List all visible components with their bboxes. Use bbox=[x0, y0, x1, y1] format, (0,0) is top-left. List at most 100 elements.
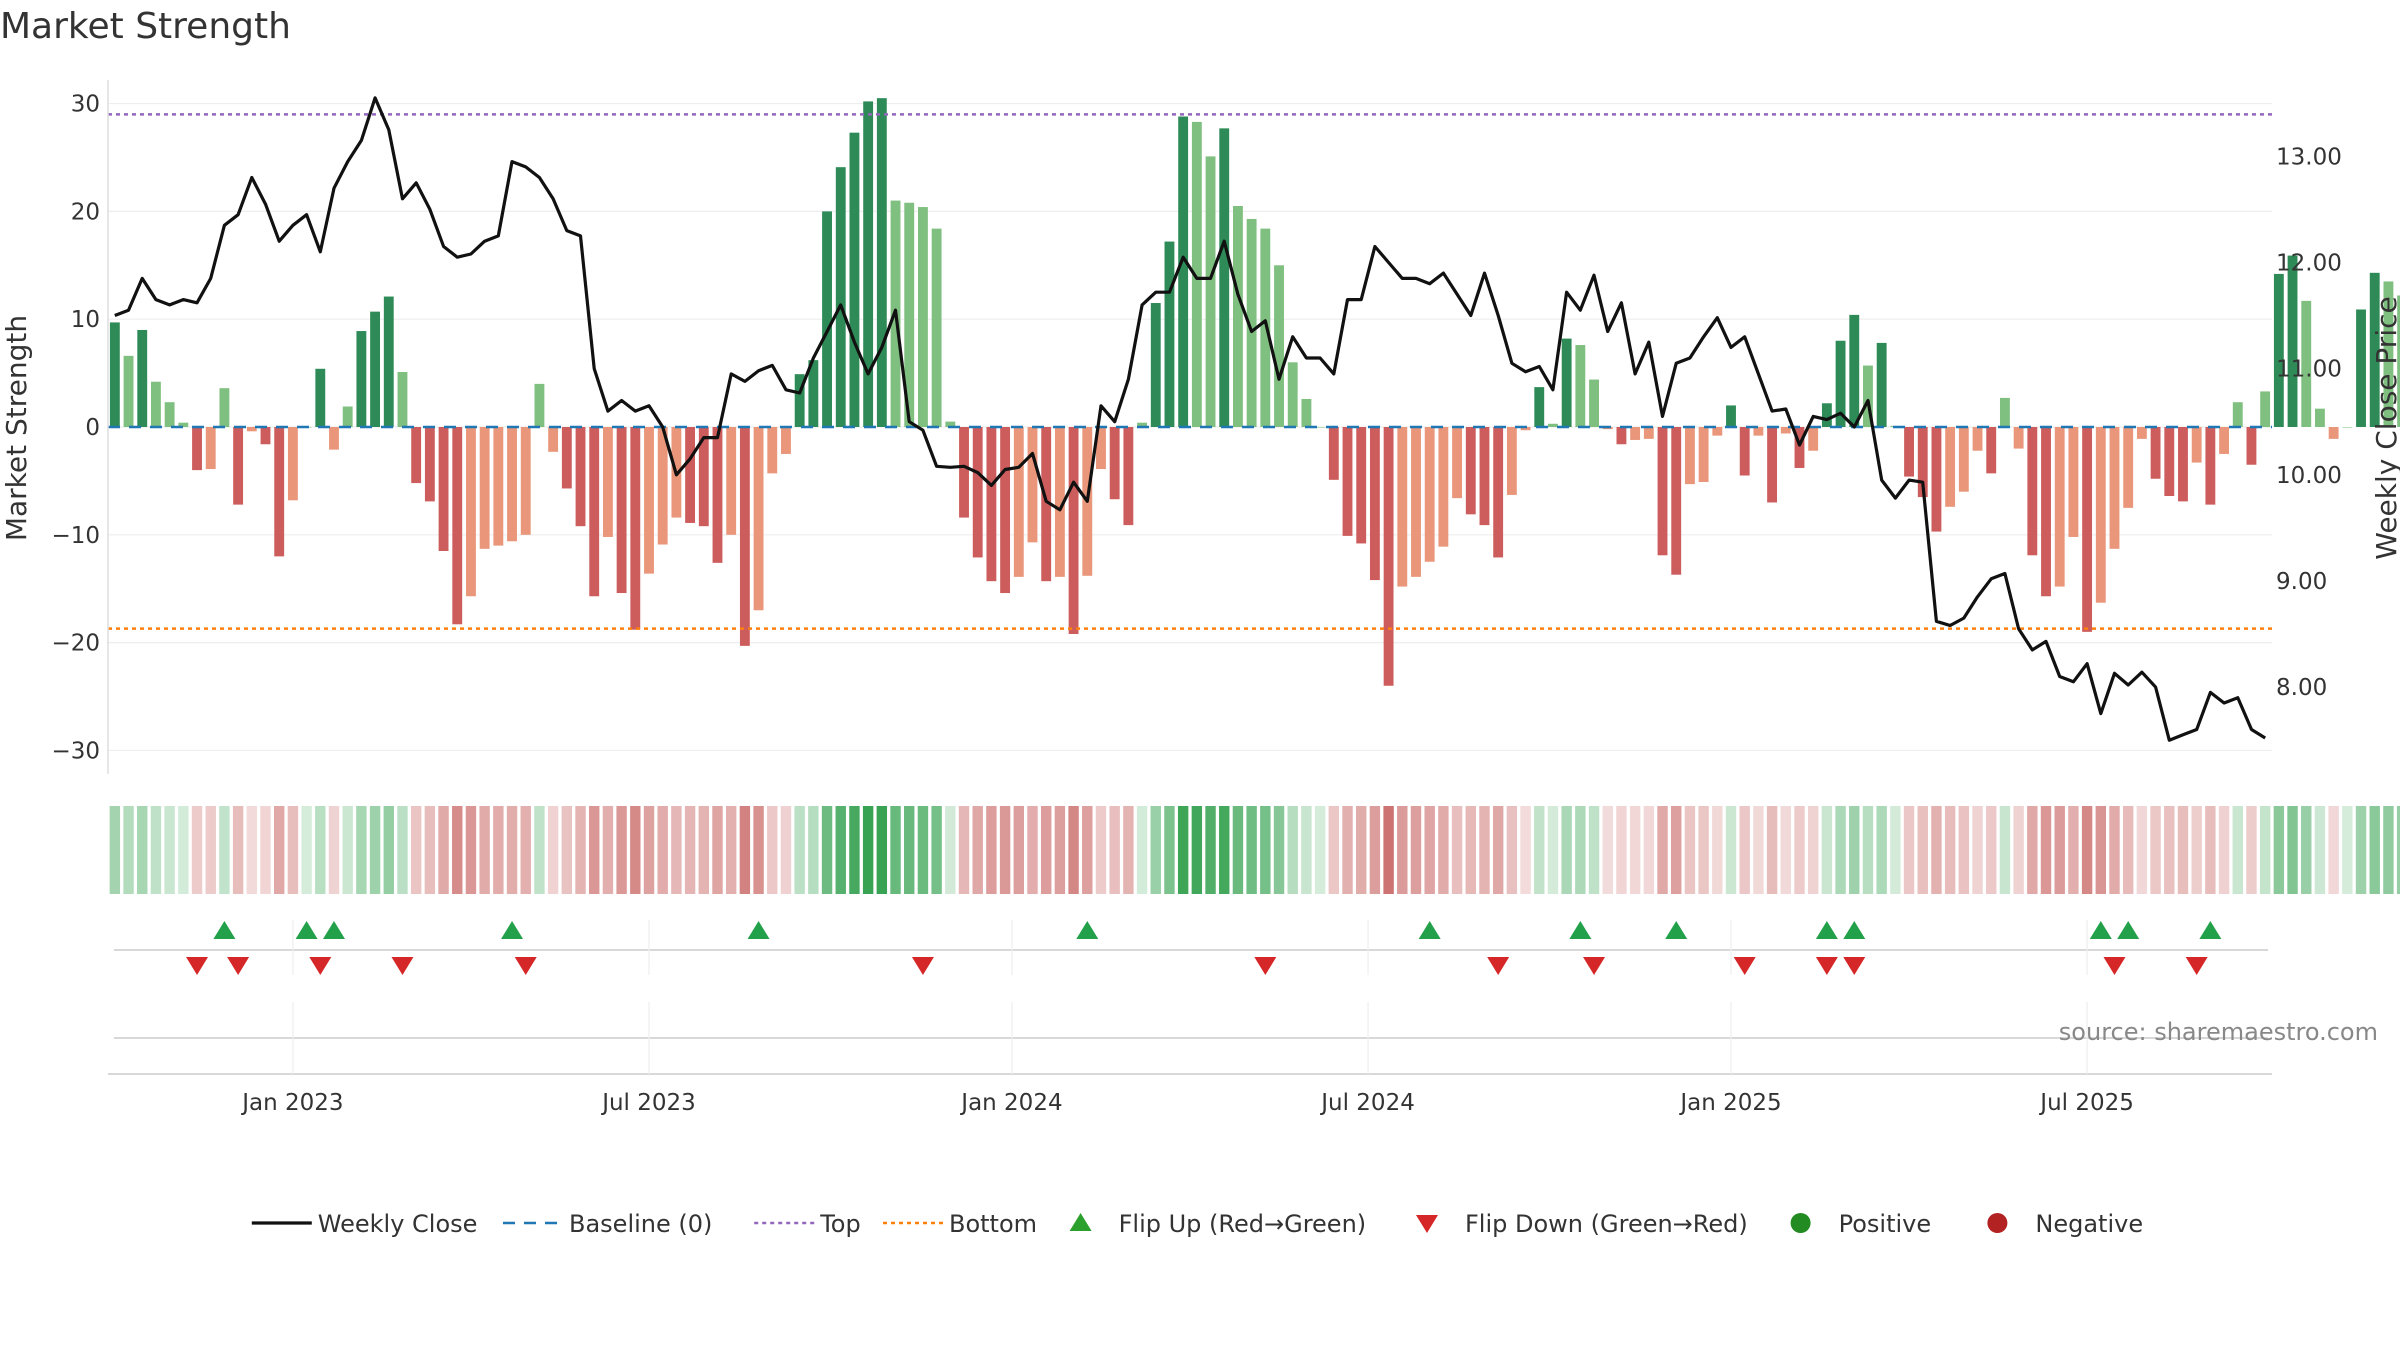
strength-bar bbox=[2205, 427, 2216, 505]
heat-cell bbox=[1040, 806, 1052, 894]
heat-cell bbox=[479, 806, 490, 894]
strength-bar bbox=[1411, 427, 1421, 577]
heat-cell bbox=[205, 806, 216, 894]
flip-down-marker bbox=[1583, 957, 1606, 975]
heat-cell bbox=[1191, 806, 1203, 894]
strength-bar bbox=[246, 427, 257, 432]
strength-bar bbox=[534, 383, 545, 427]
flip-up-marker bbox=[295, 921, 318, 939]
flip-down-marker bbox=[1254, 957, 1277, 975]
strength-bar bbox=[452, 427, 463, 625]
strength-bar bbox=[2068, 427, 2079, 537]
heat-cell bbox=[1780, 806, 1791, 894]
heat-cell bbox=[2314, 806, 2326, 894]
heat-cell bbox=[2205, 806, 2216, 894]
heat-cell bbox=[1314, 806, 1326, 894]
strength-bar bbox=[2219, 427, 2229, 454]
strength-bar bbox=[1917, 427, 1928, 498]
strength-bar bbox=[1205, 156, 1216, 427]
strength-bar bbox=[438, 427, 449, 551]
y-tick-label-left: 20 bbox=[71, 199, 100, 225]
flip-up-marker bbox=[1076, 921, 1099, 939]
strength-bar bbox=[1657, 427, 1668, 556]
x-tick-label: Jan 2024 bbox=[959, 1090, 1062, 1116]
heat-cell bbox=[410, 806, 422, 894]
flip-down-marker bbox=[309, 957, 332, 975]
heat-cell bbox=[1068, 806, 1079, 894]
heat-cell bbox=[698, 806, 709, 894]
flip-up-marker bbox=[213, 921, 236, 939]
heat-cell bbox=[1232, 806, 1244, 894]
heat-cell bbox=[1164, 806, 1175, 894]
strength-bar bbox=[1068, 427, 1079, 634]
strength-bar bbox=[1274, 265, 1284, 427]
heat-cell bbox=[1999, 806, 2011, 894]
strength-bar bbox=[2315, 408, 2325, 427]
heat-cell bbox=[1109, 806, 1120, 894]
y-axis-label-left: Market Strength bbox=[0, 315, 33, 541]
heat-cell bbox=[2259, 806, 2271, 894]
strength-bar bbox=[2397, 295, 2400, 427]
strength-bar bbox=[1041, 427, 1052, 582]
x-tick-label: Jul 2023 bbox=[600, 1090, 696, 1116]
heat-cell bbox=[1424, 806, 1435, 894]
strength-bar bbox=[1931, 427, 1942, 532]
strength-bar bbox=[2273, 273, 2284, 427]
strength-bar bbox=[1835, 340, 1846, 427]
strength-bar bbox=[1452, 427, 1463, 499]
heat-cell bbox=[2040, 806, 2052, 894]
strength-bar bbox=[2369, 272, 2380, 427]
strength-bar bbox=[219, 388, 230, 427]
heat-cell bbox=[1835, 806, 1846, 894]
heat-cell bbox=[1986, 806, 1997, 894]
legend-item: Baseline (0) bbox=[503, 1210, 712, 1238]
strength-bar bbox=[1109, 427, 1120, 500]
heat-cell bbox=[1479, 806, 1490, 894]
heat-cell bbox=[383, 806, 394, 894]
heat-cell bbox=[1725, 806, 1737, 894]
strength-bar bbox=[548, 427, 559, 452]
heat-cell bbox=[1862, 806, 1874, 894]
strength-bar bbox=[575, 427, 586, 527]
strength-bar bbox=[739, 427, 750, 646]
strength-bar bbox=[1520, 427, 1531, 431]
heat-cell bbox=[890, 806, 901, 894]
legend-label: Negative bbox=[2035, 1210, 2143, 1238]
x-tick-label: Jan 2023 bbox=[240, 1090, 343, 1116]
strength-bar bbox=[972, 427, 983, 558]
x-tick-label: Jul 2024 bbox=[1319, 1090, 1415, 1116]
flip-down-marker bbox=[391, 957, 414, 975]
heat-cell bbox=[301, 806, 312, 894]
heat-cell bbox=[1273, 806, 1285, 894]
heat-cell bbox=[2013, 806, 2024, 894]
heat-cell bbox=[137, 806, 148, 894]
heat-cell bbox=[452, 806, 463, 894]
strength-bar bbox=[945, 421, 956, 427]
strength-bar bbox=[2328, 427, 2339, 439]
heat-cell bbox=[1588, 806, 1600, 894]
strength-bar bbox=[1863, 365, 1873, 427]
heat-cell bbox=[1890, 806, 1901, 894]
strength-bar bbox=[260, 427, 271, 445]
strength-bar bbox=[644, 427, 654, 574]
heat-cell bbox=[2122, 806, 2134, 894]
strength-bar bbox=[520, 427, 531, 535]
heat-cell bbox=[1575, 806, 1586, 894]
heat-cell bbox=[1958, 806, 1970, 894]
strength-bar bbox=[863, 101, 874, 427]
strength-bar bbox=[657, 427, 668, 545]
flip-up-marker bbox=[1665, 921, 1688, 939]
heat-cell bbox=[424, 806, 436, 894]
heat-cell bbox=[1246, 806, 1257, 894]
strength-bar bbox=[2027, 427, 2038, 556]
x-tick-label: Jan 2025 bbox=[1678, 1090, 1781, 1116]
strength-bar bbox=[1630, 427, 1641, 440]
strength-bar bbox=[1342, 427, 1353, 536]
strength-bar bbox=[1767, 427, 1778, 503]
strength-bar bbox=[2054, 427, 2065, 587]
flip-down-marker bbox=[514, 957, 537, 975]
strength-bar bbox=[1698, 427, 1709, 482]
strength-bar bbox=[1465, 427, 1476, 515]
axes: 30 20 10 0 −10 −20 −30 13.00 12.00 11.00 10.00 9.00… bbox=[51, 80, 2342, 774]
heat-cell bbox=[917, 806, 929, 894]
